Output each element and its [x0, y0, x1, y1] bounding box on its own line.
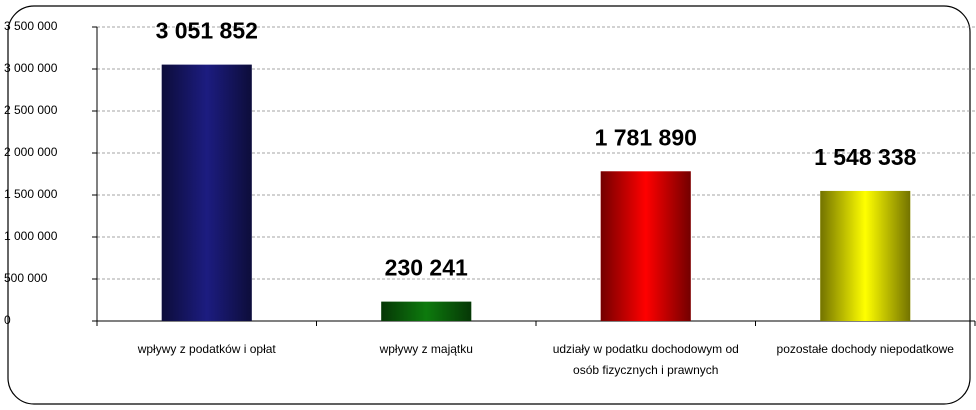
bar-shade: [600, 171, 691, 321]
y-tick-label: 3 500 000: [4, 19, 58, 33]
x-tick-label: pozostałe dochody niepodatkowe: [776, 342, 954, 356]
value-label: 1 781 890: [595, 124, 697, 150]
bar-shade: [161, 64, 252, 321]
y-tick-label: 1 500 000: [4, 187, 58, 201]
bar-shade: [820, 190, 911, 321]
y-tick-label: 500 000: [4, 271, 48, 285]
value-label: 230 241: [385, 255, 468, 281]
x-tick-label: wpływy z majątku: [379, 342, 473, 356]
y-tick-label: 1 000 000: [4, 229, 58, 243]
value-label: 3 051 852: [156, 18, 258, 44]
bar-shade: [381, 301, 472, 321]
y-tick-label: 3 000 000: [4, 61, 58, 75]
x-tick-label: udziały w podatku dochodowym od osób fiz…: [552, 342, 739, 377]
y-tick-label: 2 500 000: [4, 103, 58, 117]
x-tick-label: wpływy z podatków i opłat: [137, 342, 276, 356]
chart-frame: [7, 5, 971, 405]
y-tick-label: 0: [4, 313, 11, 327]
y-tick-label: 2 000 000: [4, 145, 58, 159]
value-label: 1 548 338: [814, 144, 917, 170]
